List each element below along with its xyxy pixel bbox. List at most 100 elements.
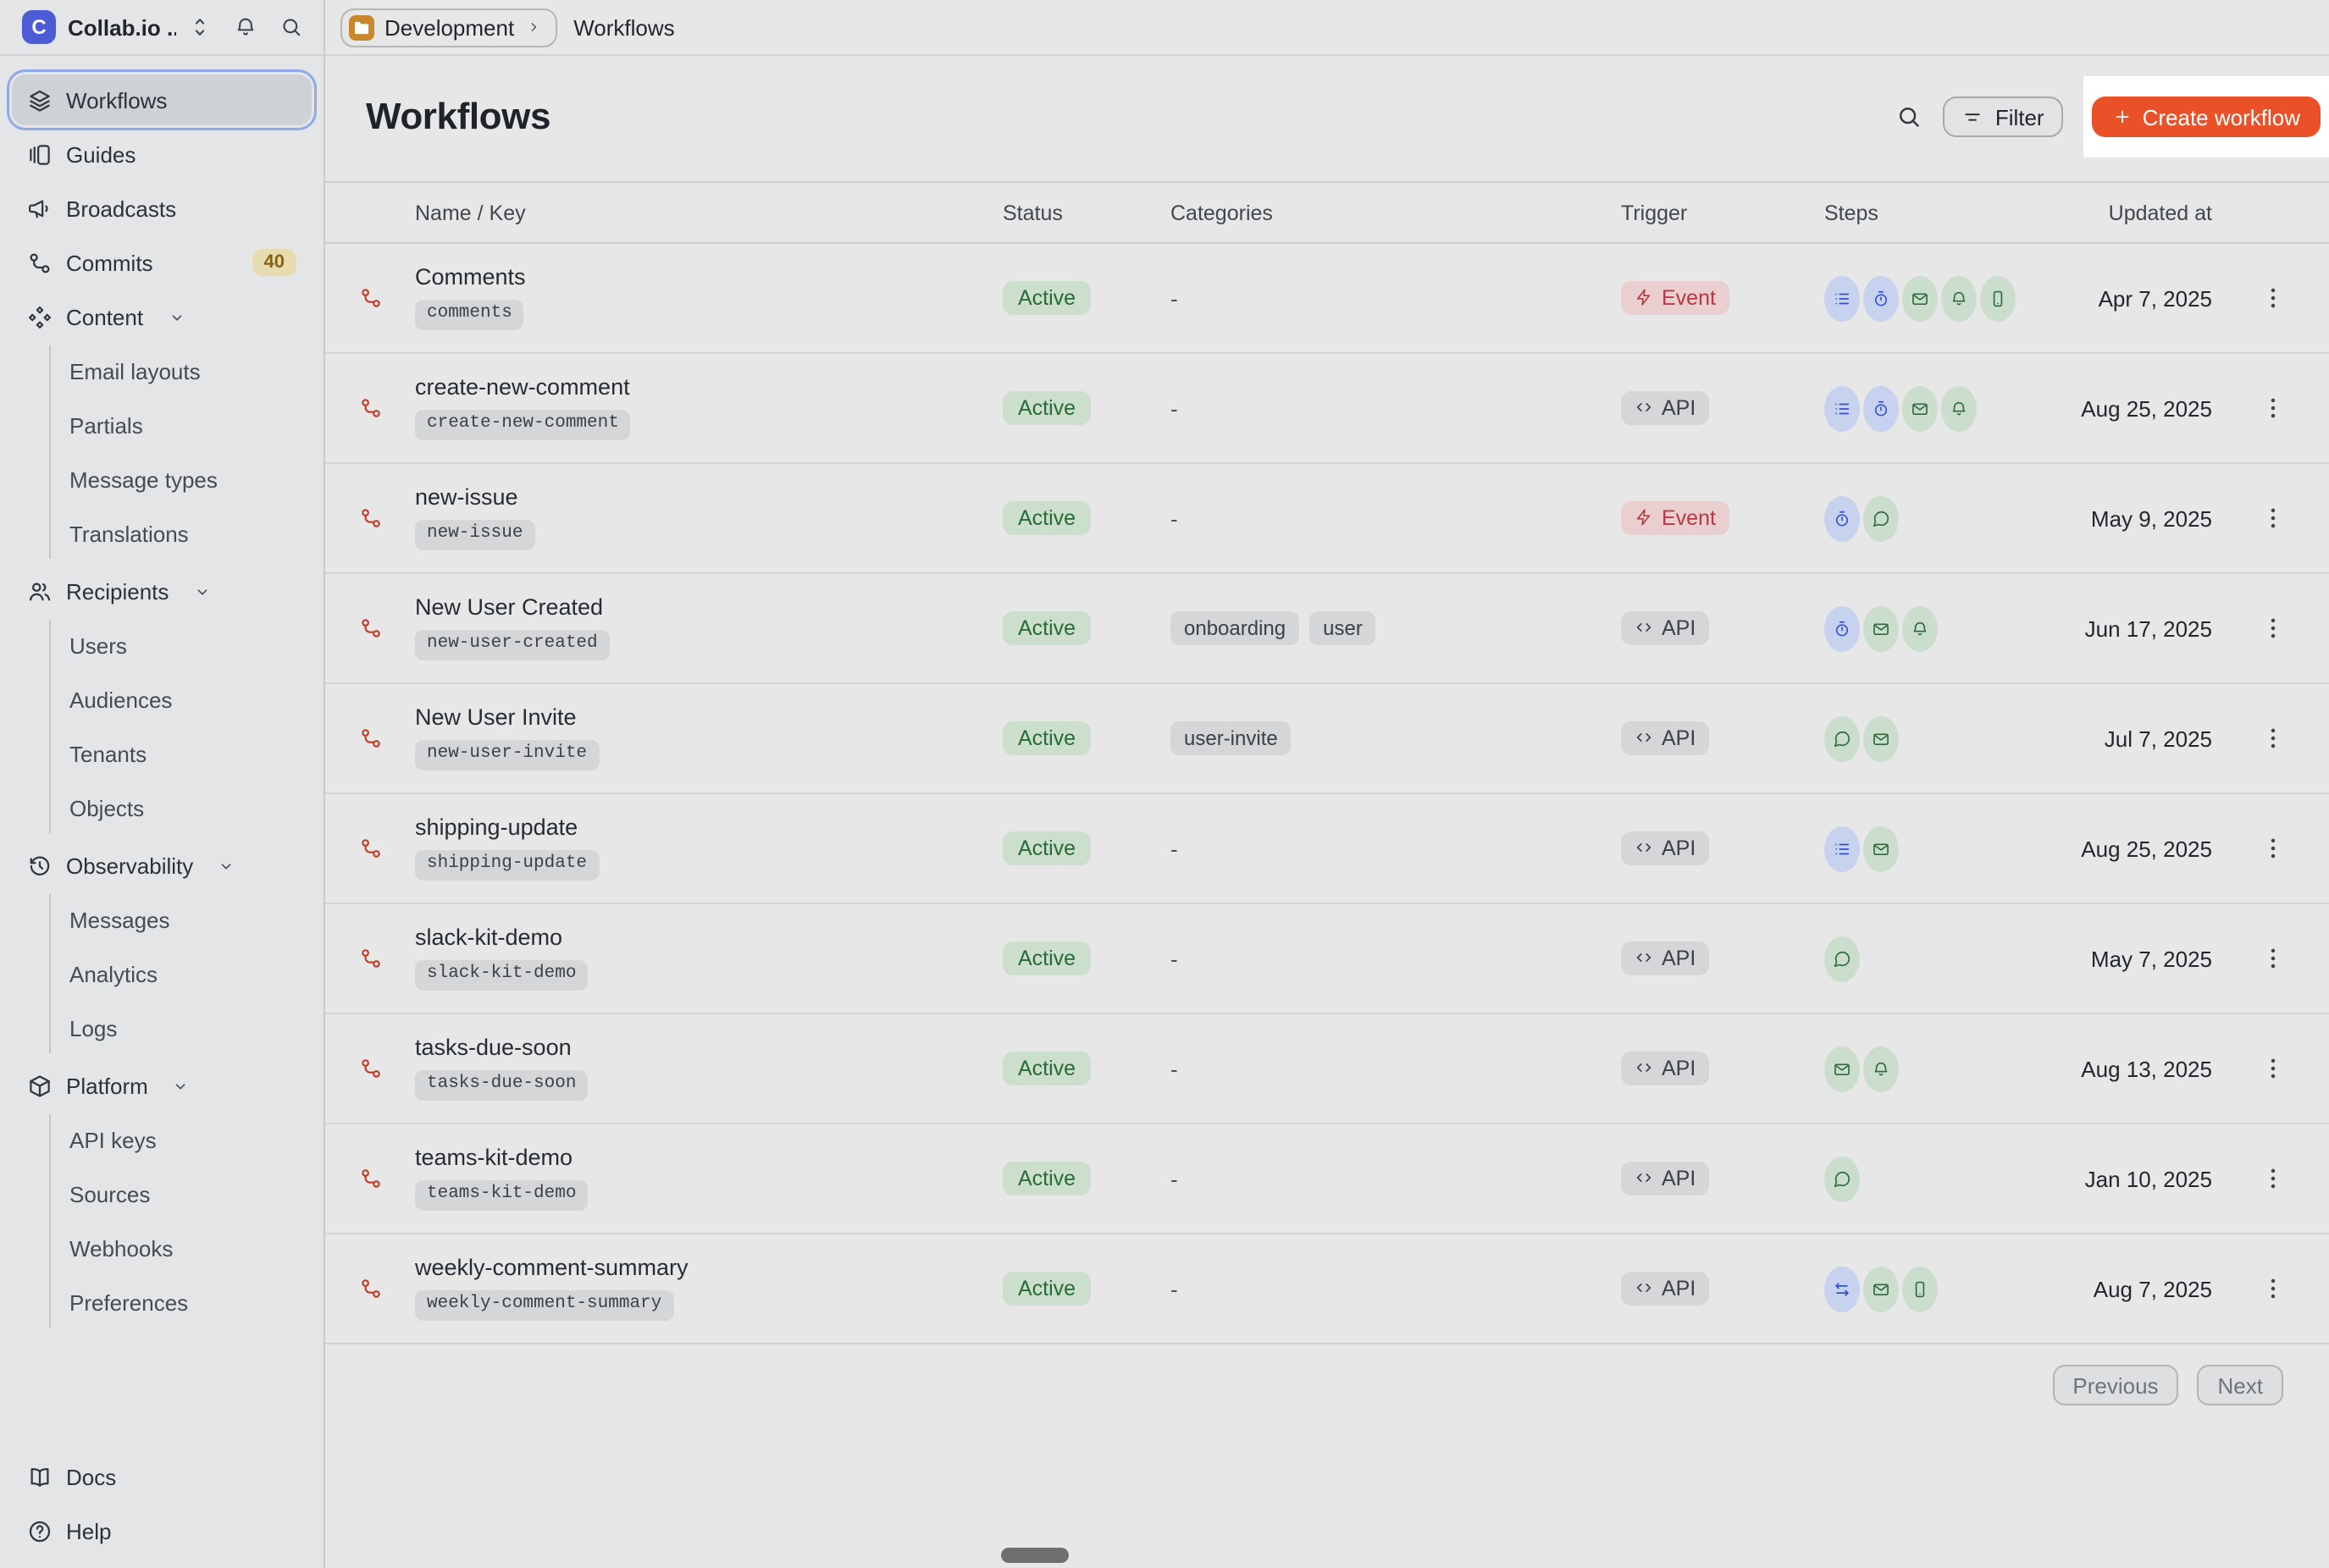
sidebar-item-broadcasts[interactable]: Broadcasts — [12, 183, 312, 234]
categories-cell: onboarding user — [1170, 611, 1621, 645]
kebab-icon — [2259, 615, 2286, 642]
column-header-status[interactable]: Status — [1003, 201, 1063, 224]
sidebar-item-guides[interactable]: Guides — [12, 129, 312, 179]
table-row-shipping-update[interactable]: shipping-update shipping-update Active - API… — [325, 794, 2329, 904]
row-menu-button[interactable] — [2259, 725, 2282, 752]
horizontal-scrollbar-thumb[interactable] — [1001, 1548, 1069, 1563]
row-menu-button[interactable] — [2259, 395, 2282, 422]
notifications-bell-icon[interactable] — [234, 15, 257, 39]
table-row-new-issue[interactable]: new-issue new-issue Active - Event May 9, 202… — [325, 464, 2329, 574]
sidebar-item-users[interactable]: Users — [69, 632, 127, 658]
categories-cell: - — [1170, 505, 1621, 531]
sidebar-item-tenants[interactable]: Tenants — [69, 741, 147, 766]
column-header-name-key[interactable]: Name / Key — [415, 201, 526, 224]
row-menu-button[interactable] — [2259, 1055, 2282, 1082]
sidebar-item-email-layouts[interactable]: Email layouts — [69, 358, 201, 384]
sidebar-item-objects[interactable]: Objects — [69, 795, 145, 820]
email-icon — [1872, 839, 1890, 858]
filter-button[interactable]: Filter — [1942, 97, 2063, 137]
workspace-logo[interactable]: C — [22, 10, 56, 44]
sidebar-item-content[interactable]: Content — [12, 291, 312, 342]
sidebar-item-audiences[interactable]: Audiences — [69, 687, 173, 712]
step-chat-icon — [1824, 715, 1860, 761]
sidebar-item-platform[interactable]: Platform — [12, 1060, 312, 1111]
status-badge: Active — [1003, 280, 1092, 316]
sidebar-item-sources[interactable]: Sources — [69, 1181, 151, 1206]
sidebar-item-webhooks[interactable]: Webhooks — [69, 1235, 174, 1261]
step-email-icon — [1902, 275, 1938, 321]
column-header-updated-at[interactable]: Updated at — [2108, 201, 2212, 224]
workflow-icon — [358, 726, 382, 750]
sidebar-search-icon[interactable] — [279, 15, 303, 39]
step-chat-icon — [1824, 1156, 1860, 1201]
workflow-name: new-issue — [415, 484, 518, 511]
sidebar-item-docs[interactable]: Docs — [12, 1451, 312, 1502]
page-header: Workflows Filter Create workflow — [325, 56, 2329, 178]
step-batch-icon — [1824, 275, 1860, 321]
in-app-icon — [1950, 399, 1968, 417]
sidebar-item-help[interactable]: Help — [12, 1505, 312, 1556]
table-row-new-user-invite[interactable]: New User Invite new-user-invite Active user… — [325, 684, 2329, 794]
workspace-switcher-icon[interactable] — [188, 15, 212, 39]
search-icon — [1895, 103, 1922, 130]
docs-icon — [27, 1464, 53, 1489]
row-menu-button[interactable] — [2259, 284, 2282, 312]
step-batch-icon — [1824, 385, 1860, 431]
step-email-icon — [1863, 825, 1899, 871]
row-menu-button[interactable] — [2259, 615, 2282, 642]
sidebar-item-api-keys[interactable]: API keys — [69, 1127, 157, 1152]
table-row-new-user-created[interactable]: New User Created new-user-created Active on… — [325, 574, 2329, 684]
sidebar-item-message-types[interactable]: Message types — [69, 467, 218, 492]
workflow-name: shipping-update — [415, 814, 578, 841]
empty-categories: - — [1170, 1276, 1178, 1301]
sidebar-item-preferences[interactable]: Preferences — [69, 1289, 189, 1315]
workflow-icon — [358, 506, 382, 530]
row-menu-button[interactable] — [2259, 505, 2282, 532]
sidebar-item-workflows[interactable]: Workflows — [12, 75, 312, 125]
status-badge: Active — [1003, 610, 1092, 646]
previous-page-button[interactable]: Previous — [2052, 1365, 2179, 1405]
empty-categories: - — [1170, 505, 1178, 531]
sidebar-item-analytics[interactable]: Analytics — [69, 961, 158, 986]
broadcasts-icon — [27, 196, 53, 221]
workflow-key: comments — [415, 299, 524, 330]
categories-cell: - — [1170, 1166, 1621, 1191]
workflow-key: slack-kit-demo — [415, 959, 589, 991]
workflow-key: new-user-created — [415, 629, 610, 660]
updated-at: Aug 25, 2025 — [2081, 836, 2212, 861]
search-button[interactable] — [1895, 103, 1922, 130]
next-page-button[interactable]: Next — [2197, 1365, 2283, 1405]
table-row-slack-kit-demo[interactable]: slack-kit-demo slack-kit-demo Active - API Ma… — [325, 904, 2329, 1014]
sidebar-item-recipients[interactable]: Recipients — [12, 566, 312, 616]
row-menu-button[interactable] — [2259, 1275, 2282, 1302]
column-header-trigger[interactable]: Trigger — [1621, 201, 1688, 224]
row-menu-button[interactable] — [2259, 1165, 2282, 1192]
plus-icon — [2112, 107, 2133, 127]
environment-switcher[interactable]: Development — [340, 8, 557, 47]
workspace-logo-letter: C — [31, 15, 47, 39]
breadcrumb-page: Workflows — [573, 14, 675, 40]
create-workflow-button[interactable]: Create workflow — [2091, 97, 2321, 137]
table-row-teams-kit-demo[interactable]: teams-kit-demo teams-kit-demo Active - API Ja… — [325, 1124, 2329, 1234]
sidebar-item-observability[interactable]: Observability — [12, 840, 312, 891]
table-row-weekly-comment-summary[interactable]: weekly-comment-summary weekly-comment-sum… — [325, 1234, 2329, 1344]
sidebar-item-label: Content — [66, 304, 144, 329]
sidebar-subgroup: Users Audiences Tenants Objects — [49, 620, 312, 833]
content-icon — [27, 304, 53, 329]
table-row-create-new-comment[interactable]: create-new-comment create-new-comment Acti… — [325, 354, 2329, 464]
trigger-badge: API — [1621, 1051, 1710, 1086]
sidebar-item-translations[interactable]: Translations — [69, 521, 189, 546]
table-row-tasks-due-soon[interactable]: tasks-due-soon tasks-due-soon Active - API Au… — [325, 1014, 2329, 1124]
workspace-name[interactable]: Collab.io ... — [68, 14, 176, 40]
column-header-categories[interactable]: Categories — [1170, 201, 1273, 224]
row-menu-button[interactable] — [2259, 835, 2282, 862]
sidebar-item-partials[interactable]: Partials — [69, 412, 143, 438]
sidebar-item-commits[interactable]: Commits 40 — [12, 237, 312, 288]
workflow-icon — [358, 1167, 382, 1190]
sidebar-item-logs[interactable]: Logs — [69, 1015, 118, 1041]
chevron-down-icon — [172, 1076, 191, 1095]
column-header-steps[interactable]: Steps — [1824, 201, 1878, 224]
sidebar-item-messages[interactable]: Messages — [69, 907, 170, 932]
table-row-comments[interactable]: Comments comments Active - Event Apr 7, 2025 — [325, 244, 2329, 354]
row-menu-button[interactable] — [2259, 945, 2282, 972]
